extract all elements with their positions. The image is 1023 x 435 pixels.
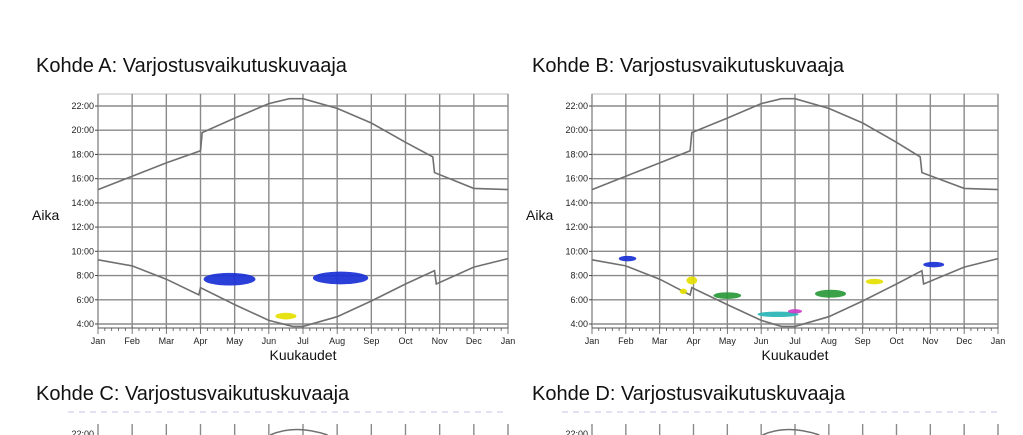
chart-b-shadow-area-4: [757, 311, 799, 318]
chart-b-x-tick-label: Jul: [789, 336, 801, 346]
chart-b-x-tick-label: Apr: [686, 336, 700, 346]
chart-b-x-tick-label: Mar: [652, 336, 668, 346]
chart-c-sunset-curve: [269, 428, 328, 435]
chart-a-sunset-curve: [97, 97, 509, 191]
chart-a-shadow-area-1: [312, 271, 369, 285]
chart-a-shadow-area-0: [203, 272, 256, 286]
chart-a-x-tick-label: Jun: [262, 336, 277, 346]
chart-a-y-tick-label: 10:00: [71, 246, 94, 256]
chart-a-y-tick-label: 4:00: [76, 319, 94, 329]
chart-a-x-tick-label: Jan: [501, 336, 516, 346]
chart-a-sunrise-curve: [97, 257, 509, 328]
chart-b-shadow-area-0: [618, 255, 637, 262]
chart-b-shadow-area-1: [686, 276, 698, 285]
chart-b-x-tick-label: May: [719, 336, 737, 346]
chart-b-x-axis-label: Kuukaudet: [762, 347, 829, 363]
chart-a-x-tick-label: Mar: [159, 336, 175, 346]
chart-a-y-tick-label: 12:00: [71, 222, 94, 232]
chart-a-x-tick-label: Oct: [398, 336, 413, 346]
chart-b-x-tick-label: Feb: [618, 336, 634, 346]
chart-a-y-tick-label: 16:00: [71, 174, 94, 184]
chart-a-title: Kohde A: Varjostusvaikutuskuvaaja: [36, 55, 347, 77]
chart-c-title: Kohde C: Varjostusvaikutuskuvaaja: [36, 383, 350, 405]
chart-d-y-tick-label: 22:00: [565, 429, 588, 435]
chart-a-y-tick-label: 20:00: [71, 125, 94, 135]
chart-b-shadow-area-7: [865, 278, 884, 285]
chart-b-y-tick-label: 14:00: [565, 198, 588, 208]
chart-a-x-tick-label: Jan: [91, 336, 106, 346]
chart-a-y-axis-label: Aika: [32, 207, 59, 223]
chart-d-sunset-curve: [762, 428, 820, 435]
chart-a-y-tick-label: 6:00: [76, 295, 94, 305]
chart-b-y-tick-label: 16:00: [565, 174, 588, 184]
chart-b-x-tick-label: Dec: [956, 336, 973, 346]
chart-b-x-tick-label: Aug: [821, 336, 837, 346]
chart-a-x-axis-label: Kuukaudet: [270, 347, 337, 363]
chart-b-y-axis-label: Aika: [526, 207, 553, 223]
chart-a-x-tick-label: Nov: [432, 336, 449, 346]
chart-b-x-tick-label: Oct: [889, 336, 904, 346]
chart-d-title: Kohde D: Varjostusvaikutuskuvaaja: [532, 383, 846, 405]
chart-a-shadow-area-2: [275, 312, 297, 320]
chart-a-x-tick-label: Apr: [193, 336, 207, 346]
chart-b-shadow-area-6: [815, 289, 847, 298]
chart-b-y-tick-label: 20:00: [565, 125, 588, 135]
chart-a-x-tick-label: May: [226, 336, 244, 346]
chart-a-y-tick-label: 8:00: [76, 271, 94, 281]
chart-b-y-tick-label: 10:00: [565, 246, 588, 256]
chart-b-title: Kohde B: Varjostusvaikutuskuvaaja: [532, 55, 845, 77]
chart-b-y-tick-label: 8:00: [570, 271, 588, 281]
chart-b-x-tick-label: Jun: [754, 336, 769, 346]
chart-b-x-tick-label: Jan: [991, 336, 1006, 346]
chart-b-y-tick-label: 6:00: [570, 295, 588, 305]
chart-a-x-tick-label: Sep: [363, 336, 379, 346]
chart-b-y-tick-label: 22:00: [565, 101, 588, 111]
chart-a-x-tick-label: Dec: [466, 336, 483, 346]
chart-c-y-tick-label: 22:00: [71, 429, 94, 435]
chart-b-y-tick-label: 18:00: [565, 149, 588, 159]
chart-a-x-tick-label: Feb: [124, 336, 140, 346]
chart-a-y-tick-label: 18:00: [71, 149, 94, 159]
chart-a-x-tick-label: Aug: [329, 336, 345, 346]
chart-a-x-tick-label: Jul: [297, 336, 309, 346]
chart-b-x-tick-label: Jan: [585, 336, 600, 346]
chart-b-sunrise-curve: [591, 257, 999, 328]
chart-b-x-tick-label: Sep: [855, 336, 871, 346]
chart-a-y-tick-label: 22:00: [71, 101, 94, 111]
chart-b-y-tick-label: 12:00: [565, 222, 588, 232]
chart-a-y-tick-label: 14:00: [71, 198, 94, 208]
chart-b-shadow-area-2: [679, 288, 688, 295]
chart-b-x-tick-label: Nov: [922, 336, 939, 346]
chart-b-y-tick-label: 4:00: [570, 319, 588, 329]
chart-b-shadow-area-3: [713, 292, 742, 299]
chart-b-shadow-area-8: [923, 261, 945, 268]
chart-b-shadow-area-5: [787, 309, 803, 314]
chart-b-sunset-curve: [591, 97, 999, 191]
